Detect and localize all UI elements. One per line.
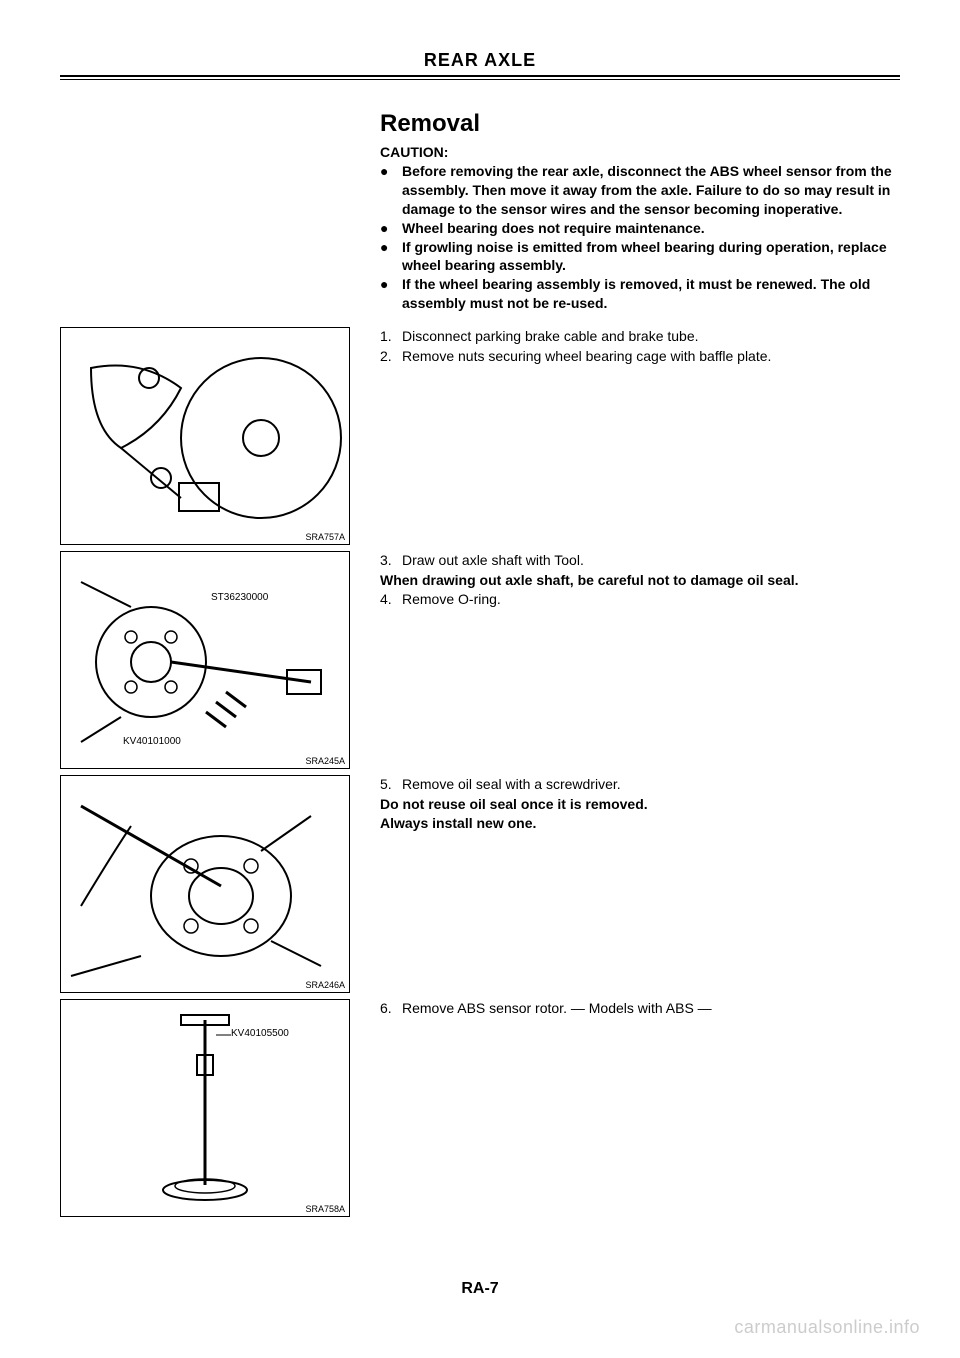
step-text: Disconnect parking brake cable and brake… bbox=[402, 327, 699, 347]
figure-4: KV40105500 SRA758A bbox=[60, 999, 350, 1217]
figure-3: SRA246A bbox=[60, 775, 350, 993]
step-extra: Do not reuse oil seal once it is removed… bbox=[380, 795, 900, 815]
step-number: 5. bbox=[380, 775, 402, 795]
page-header-title: REAR AXLE bbox=[424, 50, 536, 71]
caution-item: Wheel bearing does not require maintenan… bbox=[402, 219, 705, 238]
step-block-2: 3.Draw out axle shaft with Tool. When dr… bbox=[380, 551, 900, 610]
caution-item: If the wheel bearing assembly is removed… bbox=[402, 275, 900, 313]
step-number: 6. bbox=[380, 999, 402, 1019]
caution-item: If growling noise is emitted from wheel … bbox=[402, 238, 900, 276]
step-text: Remove oil seal with a screwdriver. bbox=[402, 775, 621, 795]
step-number: 1. bbox=[380, 327, 402, 347]
step-text: Draw out axle shaft with Tool. bbox=[402, 551, 584, 571]
step-number: 2. bbox=[380, 347, 402, 367]
step-block-4: 6.Remove ABS sensor rotor. — Models with… bbox=[380, 999, 900, 1019]
step-extra: When drawing out axle shaft, be careful … bbox=[380, 571, 900, 591]
figure-2: ST36230000 KV40101000 SRA245A bbox=[60, 551, 350, 769]
figure-1: SRA757A bbox=[60, 327, 350, 545]
step-text: Remove ABS sensor rotor. — Models with A… bbox=[402, 999, 712, 1019]
step-block-3: 5.Remove oil seal with a screwdriver. Do… bbox=[380, 775, 900, 834]
header-rule-thick bbox=[60, 75, 900, 77]
caution-item: Before removing the rear axle, disconnec… bbox=[402, 162, 900, 219]
caution-label: CAUTION: bbox=[380, 144, 900, 160]
figure-code: SRA246A bbox=[305, 980, 345, 990]
step-extra: Always install new one. bbox=[380, 814, 900, 834]
step-text: Remove O-ring. bbox=[402, 590, 501, 610]
header-rule-thin bbox=[60, 79, 900, 80]
section-title: Removal bbox=[380, 110, 900, 138]
step-text: Remove nuts securing wheel bearing cage … bbox=[402, 347, 771, 367]
figure-label: KV40105500 bbox=[231, 1028, 289, 1039]
page-number: RA-7 bbox=[0, 1280, 960, 1298]
figure-code: SRA245A bbox=[305, 756, 345, 766]
figure-label: ST36230000 bbox=[211, 592, 268, 603]
step-number: 3. bbox=[380, 551, 402, 571]
step-block-1: 1.Disconnect parking brake cable and bra… bbox=[380, 327, 900, 366]
step-number: 4. bbox=[380, 590, 402, 610]
figure-code: SRA758A bbox=[305, 1204, 345, 1214]
figure-code: SRA757A bbox=[305, 532, 345, 542]
caution-list: ●Before removing the rear axle, disconne… bbox=[380, 162, 900, 313]
figure-label: KV40101000 bbox=[123, 736, 181, 747]
watermark: carmanualsonline.info bbox=[734, 1317, 920, 1338]
